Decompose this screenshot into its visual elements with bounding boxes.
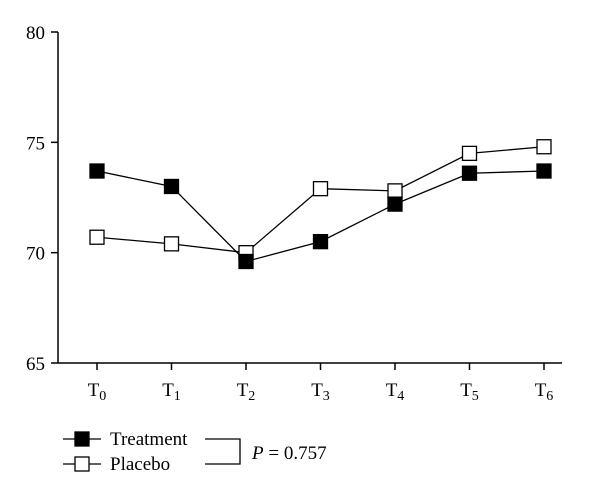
x-tick-label: T2 xyxy=(237,380,256,404)
x-tick-label: T6 xyxy=(535,380,554,404)
legend: Treatment Placebo P = 0.757 xyxy=(63,429,327,475)
x-tick-label: T3 xyxy=(311,380,330,404)
y-tick-label: 75 xyxy=(26,133,45,154)
x-tick-label: T5 xyxy=(460,380,479,404)
data-point-treatment xyxy=(238,253,254,270)
p-value-annotation: P = 0.757 xyxy=(251,443,327,464)
series-markers xyxy=(89,139,552,270)
axes: 65 70 75 80 T0 T1 T2 T3 T4 T5 T6 xyxy=(26,23,562,404)
data-point-treatment xyxy=(461,165,478,181)
x-tick-label: T1 xyxy=(162,380,181,404)
legend-bracket xyxy=(205,438,241,465)
data-point-placebo xyxy=(312,181,329,197)
data-point-treatment xyxy=(312,233,329,250)
legend-marker-treatment xyxy=(74,431,90,447)
data-point-treatment xyxy=(163,178,180,195)
data-point-placebo xyxy=(163,236,180,252)
legend-label-placebo: Placebo xyxy=(110,454,170,475)
y-tick-label: 80 xyxy=(26,23,45,44)
data-point-placebo xyxy=(89,229,105,245)
legend-label-treatment: Treatment xyxy=(110,429,188,450)
data-point-placebo xyxy=(461,145,478,162)
y-tick-label: 70 xyxy=(26,244,45,265)
x-tick-label: T4 xyxy=(386,380,405,404)
data-point-treatment xyxy=(89,163,105,179)
y-tick-label: 65 xyxy=(26,354,45,375)
data-point-treatment xyxy=(387,196,403,212)
x-tick-label: T0 xyxy=(88,380,107,404)
data-point-treatment xyxy=(536,163,552,179)
data-point-placebo xyxy=(536,139,552,155)
data-point-placebo xyxy=(387,183,403,199)
legend-marker-placebo xyxy=(74,456,90,472)
